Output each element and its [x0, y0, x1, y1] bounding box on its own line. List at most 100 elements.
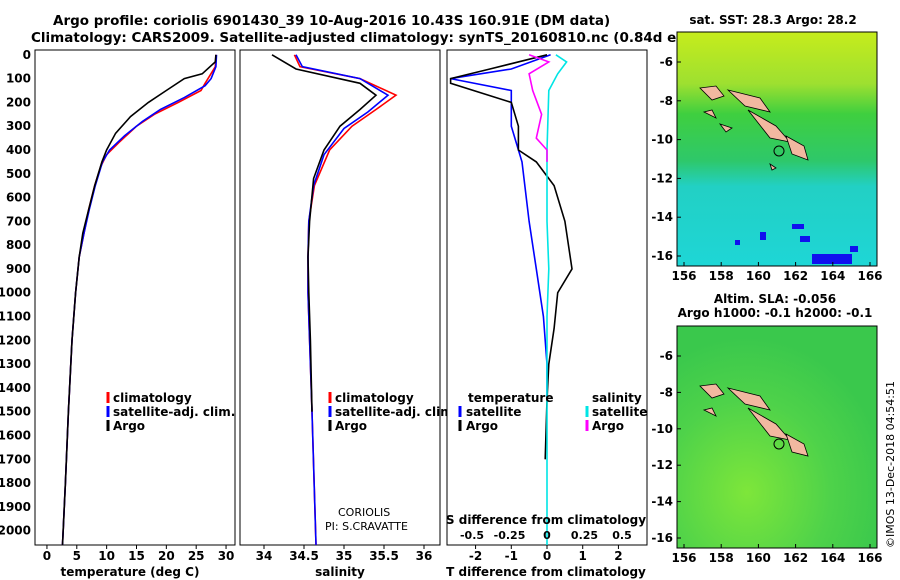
map-y-tick-label: -10 — [651, 422, 673, 436]
legend-label-argo: Argo — [335, 419, 367, 433]
series-argo — [271, 54, 378, 412]
legend-label-s-satellite: satellite — [592, 405, 647, 419]
legend-label-t-argo: Argo — [466, 419, 498, 433]
map-y-tick-label: -10 — [651, 133, 673, 147]
sst-cold-patches — [735, 224, 858, 264]
x-tick-label: 34.5 — [289, 549, 319, 563]
x-tick-label: 35.5 — [369, 549, 399, 563]
s-diff-tick-label: -0.25 — [494, 529, 526, 542]
depth-tick-label: 1700 — [0, 452, 31, 466]
sla-map-title-1: Altim. SLA: -0.056 — [714, 292, 836, 306]
annotation-pi: PI: S.CRAVATTE — [325, 520, 408, 533]
s-diff-tick-label: -0.5 — [460, 529, 484, 542]
annotation-coriolis: CORIOLIS — [338, 506, 390, 519]
depth-tick-label: 900 — [6, 262, 31, 276]
map-y-tick-label: -14 — [651, 210, 673, 224]
series-s-satellite — [546, 54, 568, 545]
legend-label-argo: Argo — [113, 419, 145, 433]
legend-label-satellite: satellite-adj. clim. — [335, 405, 457, 419]
map-y-tick-label: -6 — [660, 349, 673, 363]
map-x-tick-label: 164 — [820, 551, 845, 565]
map-y-tick-label: -8 — [660, 94, 673, 108]
map-y-tick-label: -12 — [651, 171, 673, 185]
depth-tick-label: 1400 — [0, 381, 31, 395]
s-diff-tick-label: 0 — [543, 529, 551, 542]
depth-tick-label: 600 — [6, 191, 31, 205]
depth-tick-label: 0 — [23, 48, 31, 62]
argo-float-marker-sla — [773, 438, 785, 450]
map-x-tick-label: 158 — [709, 269, 734, 283]
legend-label-satellite: satellite-adj. clim. — [113, 405, 235, 419]
map-x-tick-label: 164 — [820, 269, 845, 283]
depth-tick-label: 700 — [6, 214, 31, 228]
imos-timestamp: ©IMOS 13-Dec-2018 04:54:51 — [884, 381, 897, 548]
temperature-axes-frame — [34, 49, 236, 546]
depth-tick-label: 1800 — [0, 476, 31, 490]
map-y-tick-label: -16 — [651, 249, 673, 263]
salinity-xlabel: salinity — [315, 565, 365, 579]
series-t-argo — [449, 54, 573, 460]
map-x-tick-label: 156 — [671, 269, 696, 283]
depth-tick-label: 500 — [6, 167, 31, 181]
map-y-tick-label: -8 — [660, 385, 673, 399]
depth-tick-label: 1900 — [0, 500, 31, 514]
x-tick-label: 34 — [256, 549, 273, 563]
argo-float-marker — [773, 145, 785, 157]
sst-map-field — [676, 31, 878, 267]
sla-islands — [699, 383, 809, 457]
x-tick-label: 15 — [128, 549, 145, 563]
depth-tick-label: 100 — [6, 72, 31, 86]
x-tick-label: 30 — [218, 549, 235, 563]
map-x-tick-label: 158 — [709, 551, 734, 565]
temperature-panel: 0 5 10 15 20 25 30 temperature (deg C) climato… — [34, 49, 236, 579]
salinity-legend: climatology satellite-adj. clim. Argo — [328, 391, 457, 433]
depth-tick-label: 1500 — [0, 405, 31, 419]
map-x-tick-label: 162 — [783, 551, 808, 565]
depth-tick-label: 800 — [6, 238, 31, 252]
s-diff-tick-label: 0.25 — [571, 529, 598, 542]
x-tick-label: 10 — [98, 549, 115, 563]
legend-label-s-argo: Argo — [592, 419, 624, 433]
x-tick-label: 0 — [543, 549, 551, 563]
series-s-argo — [528, 54, 551, 162]
x-tick-label: 36 — [416, 549, 433, 563]
legend-title-salinity: salinity — [592, 391, 642, 405]
series-argo — [61, 54, 217, 546]
map-x-tick-label: 162 — [783, 269, 808, 283]
x-tick-label: -2 — [469, 549, 482, 563]
map-x-tick-label: 166 — [857, 551, 882, 565]
depth-tick-label: 2000 — [0, 524, 31, 538]
depth-tick-label: 1200 — [0, 333, 31, 347]
map-y-tick-label: -14 — [651, 495, 673, 509]
map-x-tick-label: 160 — [746, 269, 771, 283]
sla-map: Altim. SLA: -0.056 Argo h1000: -0.1 h200… — [651, 292, 882, 565]
x-tick-label: 0 — [43, 549, 51, 563]
sla-map-title-2: Argo h1000: -0.1 h2000: -0.1 — [678, 306, 873, 320]
title-line-2: Climatology: CARS2009. Satellite-adjuste… — [31, 30, 724, 46]
sst-islands — [699, 85, 809, 171]
x-tick-label: 35 — [336, 549, 353, 563]
temperature-xlabel: temperature (deg C) — [61, 565, 200, 579]
difference-legend: temperature satellite Argo salinity sate… — [458, 391, 647, 433]
sst-map: sat. SST: 28.3 Argo: 28.2 156 158 160 162 16… — [651, 13, 882, 283]
x-tick-label: 20 — [158, 549, 175, 563]
depth-tick-label: 1000 — [0, 286, 31, 300]
depth-tick-label: 400 — [6, 143, 31, 157]
title-line-1: Argo profile: coriolis 6901430_39 10-Aug… — [53, 13, 611, 29]
x-tick-label: 5 — [73, 549, 81, 563]
map-x-tick-label: 166 — [857, 269, 882, 283]
s-diff-tick-label: 0.5 — [612, 529, 632, 542]
depth-tick-label: 300 — [6, 119, 31, 133]
salinity-panel: 34 34.5 35 35.5 36 salinity climatology sate… — [239, 49, 457, 579]
x-tick-label: -1 — [505, 549, 518, 563]
series-t-satellite — [450, 54, 551, 400]
temperature-legend: climatology satellite-adj. clim. Argo — [106, 391, 235, 433]
map-x-tick-label: 156 — [671, 551, 696, 565]
map-y-tick-label: -6 — [660, 55, 673, 69]
sst-map-title: sat. SST: 28.3 Argo: 28.2 — [689, 13, 856, 27]
map-x-tick-label: 160 — [746, 551, 771, 565]
depth-tick-label: 200 — [6, 95, 31, 109]
depth-tick-label: 1100 — [0, 310, 31, 324]
x-tick-label: 2 — [614, 549, 622, 563]
